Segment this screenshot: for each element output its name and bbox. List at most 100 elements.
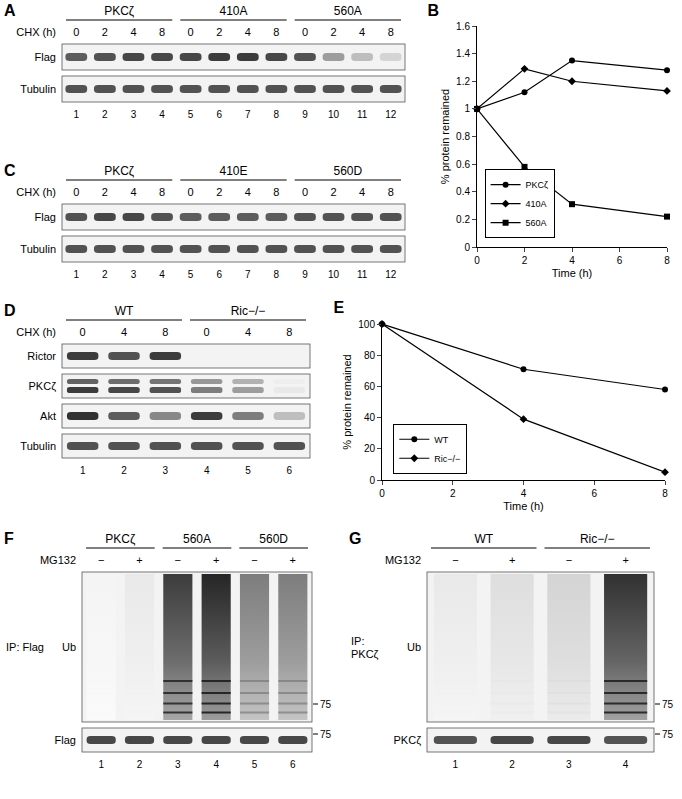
svg-text:8: 8 — [274, 269, 280, 280]
svg-text:PKCζ: PKCζ — [526, 180, 549, 190]
svg-text:MG132: MG132 — [385, 554, 421, 566]
svg-text:+: + — [509, 554, 515, 566]
svg-text:−: − — [566, 554, 572, 566]
svg-text:8: 8 — [273, 186, 279, 198]
svg-text:0: 0 — [204, 326, 210, 338]
svg-text:8: 8 — [162, 326, 168, 338]
svg-text:Ric−/−: Ric−/− — [434, 454, 460, 464]
svg-text:8: 8 — [286, 326, 292, 338]
svg-text:6: 6 — [287, 465, 293, 476]
svg-text:B: B — [428, 2, 440, 19]
svg-text:1: 1 — [74, 269, 80, 280]
svg-text:8: 8 — [274, 109, 280, 120]
svg-text:1.6: 1.6 — [456, 21, 470, 32]
svg-text:560D: 560D — [259, 532, 288, 546]
svg-text:4: 4 — [623, 759, 629, 770]
svg-text:−: − — [452, 554, 458, 566]
svg-text:1: 1 — [98, 759, 104, 770]
svg-text:Ub: Ub — [407, 641, 421, 653]
svg-text:5: 5 — [188, 269, 194, 280]
svg-text:1.2: 1.2 — [456, 76, 470, 87]
svg-text:Flag: Flag — [35, 51, 56, 63]
svg-text:11: 11 — [357, 269, 368, 280]
svg-text:WT: WT — [115, 304, 134, 318]
svg-text:4: 4 — [159, 269, 165, 280]
svg-text:0: 0 — [80, 326, 86, 338]
svg-text:1: 1 — [464, 103, 470, 114]
svg-text:8: 8 — [664, 255, 670, 266]
svg-text:1: 1 — [80, 465, 86, 476]
svg-text:7: 7 — [245, 269, 251, 280]
svg-text:C: C — [4, 162, 16, 179]
svg-text:100: 100 — [358, 319, 375, 330]
svg-text:4: 4 — [204, 465, 210, 476]
svg-text:CHX (h): CHX (h) — [16, 186, 56, 198]
svg-text:8: 8 — [159, 186, 165, 198]
svg-text:2: 2 — [450, 488, 456, 499]
svg-text:F: F — [4, 530, 14, 547]
svg-text:IP:: IP: — [351, 635, 364, 647]
svg-text:560A: 560A — [526, 218, 547, 228]
svg-text:2: 2 — [102, 109, 108, 120]
svg-text:80: 80 — [364, 350, 376, 361]
svg-text:Ric−/−: Ric−/− — [231, 304, 266, 318]
svg-text:PKCζ: PKCζ — [105, 532, 136, 546]
svg-text:1.4: 1.4 — [456, 48, 470, 59]
svg-text:Flag: Flag — [35, 211, 56, 223]
svg-text:2: 2 — [330, 186, 336, 198]
svg-text:IP: Flag: IP: Flag — [6, 641, 44, 653]
svg-text:410A: 410A — [526, 199, 547, 209]
svg-text:560D: 560D — [333, 164, 362, 178]
svg-text:2: 2 — [102, 26, 108, 38]
svg-text:12: 12 — [385, 109, 397, 120]
svg-text:4: 4 — [130, 186, 136, 198]
svg-text:0: 0 — [188, 26, 194, 38]
svg-text:410A: 410A — [219, 4, 247, 18]
svg-text:Tubulin: Tubulin — [20, 83, 56, 95]
svg-text:4: 4 — [245, 326, 251, 338]
svg-text:9: 9 — [302, 269, 308, 280]
svg-text:4: 4 — [245, 186, 251, 198]
svg-text:6: 6 — [216, 109, 222, 120]
svg-text:0.6: 0.6 — [456, 159, 470, 170]
svg-text:6: 6 — [290, 759, 296, 770]
svg-text:4: 4 — [213, 759, 219, 770]
svg-text:Akt: Akt — [40, 410, 56, 422]
svg-text:Ric−/−: Ric−/− — [580, 532, 615, 546]
svg-text:75: 75 — [662, 699, 674, 710]
svg-text:% protein remained: % protein remained — [439, 89, 451, 184]
svg-text:12: 12 — [385, 269, 397, 280]
svg-text:PKCζ: PKCζ — [394, 734, 422, 746]
svg-text:7: 7 — [245, 109, 251, 120]
svg-text:8: 8 — [159, 26, 165, 38]
svg-text:75: 75 — [320, 729, 332, 740]
svg-text:4: 4 — [130, 26, 136, 38]
svg-text:410E: 410E — [219, 164, 247, 178]
svg-text:20: 20 — [364, 443, 376, 454]
svg-text:5: 5 — [252, 759, 258, 770]
svg-text:PKCζ: PKCζ — [29, 380, 57, 392]
svg-text:0: 0 — [474, 255, 480, 266]
svg-text:2: 2 — [522, 255, 528, 266]
svg-text:0: 0 — [302, 26, 308, 38]
svg-text:D: D — [4, 302, 16, 319]
svg-text:1: 1 — [453, 759, 459, 770]
svg-text:−: − — [98, 554, 104, 566]
svg-text:75: 75 — [662, 729, 674, 740]
svg-text:3: 3 — [175, 759, 181, 770]
svg-text:560A: 560A — [183, 532, 211, 546]
svg-text:40: 40 — [364, 412, 376, 423]
svg-text:2: 2 — [216, 26, 222, 38]
svg-text:Time (h): Time (h) — [552, 267, 593, 279]
svg-text:Tubulin: Tubulin — [20, 440, 56, 452]
svg-text:3: 3 — [131, 109, 137, 120]
svg-text:75: 75 — [320, 699, 332, 710]
svg-text:0: 0 — [369, 475, 375, 486]
svg-text:4: 4 — [359, 186, 365, 198]
svg-text:CHX (h): CHX (h) — [16, 26, 56, 38]
svg-text:8: 8 — [388, 26, 394, 38]
svg-text:3: 3 — [566, 759, 572, 770]
svg-text:8: 8 — [388, 186, 394, 198]
svg-text:CHX (h): CHX (h) — [16, 326, 56, 338]
svg-text:0.8: 0.8 — [456, 131, 470, 142]
